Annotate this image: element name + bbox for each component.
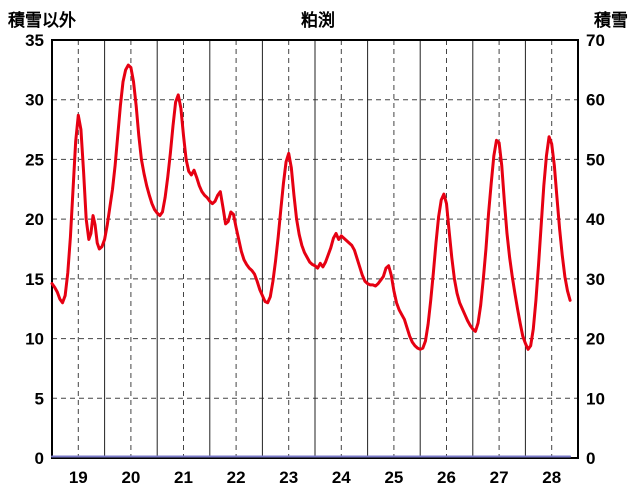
x-tick-label: 20 (121, 468, 140, 487)
y-right-tick-label: 0 (586, 449, 595, 468)
y-left-tick-label: 15 (25, 270, 44, 289)
x-tick-label: 28 (542, 468, 561, 487)
x-tick-label: 23 (279, 468, 298, 487)
y-left-tick-label: 5 (35, 389, 44, 408)
x-tick-label: 19 (69, 468, 88, 487)
y-left-tick-labels: 0 5 10 15 20 25 30 35 (25, 31, 44, 468)
plot-border (51, 39, 579, 459)
right-axis-title: 積雪 (594, 11, 628, 30)
y-left-tick-label: 10 (25, 330, 44, 349)
left-axis-title: 積雪以外 (8, 11, 76, 30)
y-right-tick-labels: 0 10 20 30 40 50 60 70 (586, 31, 605, 468)
x-tick-label: 24 (332, 468, 351, 487)
y-left-tick-label: 25 (25, 150, 44, 169)
y-right-tick-label: 60 (586, 91, 605, 110)
chart-header: 積雪以外 粕渕 積雪 (0, 6, 636, 30)
y-right-tick-label: 10 (586, 389, 605, 408)
x-tick-label: 27 (490, 468, 509, 487)
y-left-tick-label: 20 (25, 210, 44, 229)
y-right-tick-label: 40 (586, 210, 605, 229)
y-right-tick-label: 20 (586, 330, 605, 349)
x-tick-label: 25 (384, 468, 403, 487)
y-right-tick-label: 70 (586, 31, 605, 50)
y-right-tick-label: 30 (586, 270, 605, 289)
station-title: 粕渕 (301, 11, 335, 30)
y-left-tick-label: 30 (25, 91, 44, 110)
y-left-tick-label: 0 (35, 449, 44, 468)
y-right-tick-label: 50 (586, 150, 605, 169)
x-tick-label: 26 (437, 468, 456, 487)
vertical-gridlines-dashed (77, 40, 553, 458)
y-left-tick-label: 35 (25, 31, 44, 50)
vertical-gridlines-solid (104, 40, 526, 458)
x-tick-labels: 19 20 21 22 23 24 25 26 27 28 (69, 468, 561, 487)
x-tick-label: 22 (227, 468, 246, 487)
x-tick-label: 21 (174, 468, 193, 487)
series-main-line (50, 63, 572, 351)
